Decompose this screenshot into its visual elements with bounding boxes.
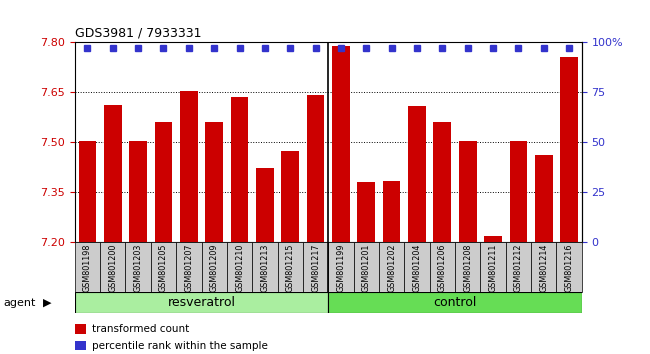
Bar — [75, 242, 100, 292]
Bar — [332, 46, 350, 242]
Text: agent: agent — [3, 298, 36, 308]
Bar — [151, 242, 176, 292]
Text: GSM801199: GSM801199 — [337, 244, 345, 292]
Bar — [430, 242, 455, 292]
Text: GSM801198: GSM801198 — [83, 244, 92, 292]
Bar — [227, 242, 252, 292]
Bar — [104, 105, 122, 242]
Bar — [328, 292, 582, 313]
Text: GSM801212: GSM801212 — [514, 244, 523, 292]
Bar — [100, 242, 125, 292]
Bar — [202, 242, 227, 292]
Bar — [358, 182, 375, 242]
Bar — [531, 242, 556, 292]
Text: GDS3981 / 7933331: GDS3981 / 7933331 — [75, 26, 202, 39]
Text: GSM801213: GSM801213 — [261, 244, 269, 292]
Bar — [125, 242, 151, 292]
Bar — [404, 242, 430, 292]
Bar — [176, 242, 202, 292]
Bar — [459, 142, 476, 242]
Bar — [307, 95, 324, 242]
Text: percentile rank within the sample: percentile rank within the sample — [92, 341, 268, 351]
Text: GSM801208: GSM801208 — [463, 244, 472, 292]
Text: GSM801217: GSM801217 — [311, 244, 320, 292]
Bar — [129, 142, 147, 242]
Bar — [383, 182, 400, 242]
Bar — [455, 242, 480, 292]
Bar — [484, 236, 502, 242]
Bar — [480, 242, 506, 292]
Text: GSM801207: GSM801207 — [185, 244, 193, 292]
Bar — [278, 242, 303, 292]
Bar — [354, 242, 379, 292]
Text: GSM801200: GSM801200 — [109, 244, 117, 292]
Bar — [408, 106, 426, 242]
Text: GSM801206: GSM801206 — [438, 244, 447, 292]
Bar — [303, 242, 328, 292]
Text: GSM801201: GSM801201 — [362, 244, 370, 292]
Bar — [180, 91, 198, 242]
Text: GSM801205: GSM801205 — [159, 244, 168, 292]
Bar — [535, 155, 552, 242]
Text: GSM801216: GSM801216 — [565, 244, 573, 292]
Text: ▶: ▶ — [42, 298, 51, 308]
Bar — [75, 292, 328, 313]
Text: GSM801211: GSM801211 — [489, 244, 497, 292]
Text: GSM801209: GSM801209 — [210, 244, 218, 292]
Bar — [252, 242, 278, 292]
Text: control: control — [434, 296, 476, 309]
Bar — [556, 242, 582, 292]
Bar — [510, 142, 527, 242]
Bar — [79, 142, 96, 242]
Text: GSM801214: GSM801214 — [540, 244, 548, 292]
Bar — [155, 122, 172, 242]
Bar — [379, 242, 404, 292]
Bar — [434, 122, 451, 242]
Bar — [256, 168, 274, 242]
Text: GSM801202: GSM801202 — [387, 244, 396, 292]
Text: GSM801204: GSM801204 — [413, 244, 421, 292]
Text: resveratrol: resveratrol — [168, 296, 235, 309]
Bar — [281, 152, 299, 242]
Bar — [560, 57, 578, 242]
Bar — [506, 242, 531, 292]
Text: GSM801210: GSM801210 — [235, 244, 244, 292]
Bar — [231, 97, 248, 242]
Text: GSM801215: GSM801215 — [286, 244, 294, 292]
Bar — [328, 242, 354, 292]
Text: transformed count: transformed count — [92, 324, 189, 334]
Bar — [205, 122, 223, 242]
Text: GSM801203: GSM801203 — [134, 244, 142, 292]
